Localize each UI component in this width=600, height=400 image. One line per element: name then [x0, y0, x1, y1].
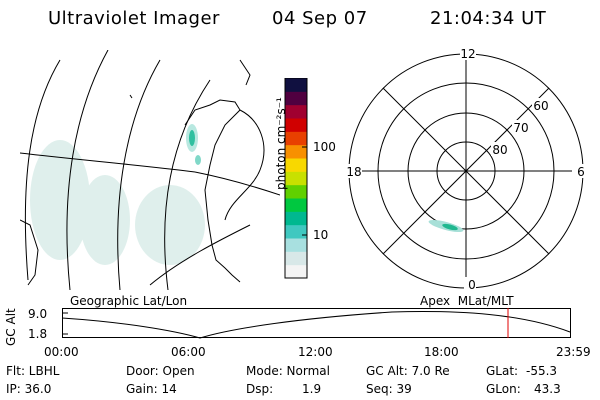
ip-status: IP: 36.0	[6, 382, 52, 396]
mlt-label-dusk: 18	[346, 165, 361, 179]
altitude-ylabel: GC Alt	[4, 308, 18, 346]
lat-label-60: 60	[533, 99, 548, 113]
colorbar-segment	[285, 171, 307, 186]
colorbar-unit-label: photon cm⁻²s⁻¹	[274, 97, 288, 190]
colorbar-segment	[285, 251, 307, 266]
altitude-ytick-min: 1.8	[28, 327, 48, 341]
colorbar-segment	[285, 131, 307, 146]
observation-date: 04 Sep 07	[272, 8, 368, 29]
mlt-label-dawn: 6	[577, 165, 585, 179]
colorbar-segment	[285, 144, 307, 159]
dsp-value: 1.9	[302, 382, 322, 396]
colorbar-gradient	[285, 78, 307, 279]
lat-label-70: 70	[513, 121, 528, 135]
polar-plot: 12 18 6 0 60 70 80	[342, 46, 586, 292]
colorbar-segment	[285, 118, 307, 132]
colorbar-segment	[285, 211, 307, 226]
polar-grid	[348, 53, 584, 289]
colorbar-tick-10: 10	[313, 228, 329, 242]
time-tick-1800: 18:00	[424, 345, 459, 359]
lat-label-80: 80	[492, 143, 507, 157]
gc-alt-status: GC Alt: 7.0 Re	[366, 364, 450, 378]
geographic-label: Geographic Lat/Lon	[70, 294, 188, 308]
mlt-label-midnight: 0	[468, 278, 476, 292]
observation-time: 21:04:34 UT	[430, 8, 547, 29]
colorbar-segment	[285, 238, 307, 252]
dsp-label: Dsp:	[246, 382, 274, 396]
polar-aurora-spot	[428, 219, 464, 233]
latitude-lines	[20, 152, 280, 286]
colorbar-segment	[285, 104, 307, 119]
time-tick-1200: 12:00	[298, 345, 333, 359]
door-status: Door: Open	[126, 364, 195, 378]
glon-label: GLon:	[486, 382, 521, 396]
instrument-title: Ultraviolet Imager	[48, 8, 220, 29]
colorbar-segment	[285, 264, 307, 279]
colorbar	[284, 78, 308, 279]
altitude-plot	[62, 308, 571, 339]
time-tick-0600: 06:00	[171, 345, 206, 359]
mlt-label-noon: 12	[460, 47, 475, 61]
filter-status: Flt: LBHL	[6, 364, 60, 378]
altitude-plot-frame	[62, 308, 571, 338]
colorbar-segment	[285, 224, 307, 239]
colorbar-segment	[285, 91, 307, 106]
altitude-ytick-max: 9.0	[28, 307, 48, 321]
seq-status: Seq: 39	[366, 382, 412, 396]
aurora-spot	[186, 124, 201, 165]
mode-status: Mode: Normal	[246, 364, 330, 378]
geographic-map	[20, 50, 280, 290]
coastline	[20, 59, 265, 286]
glat-label: GLat:	[486, 364, 519, 378]
apex-label: Apex MLat/MLT	[420, 294, 514, 308]
glat-value: -55.3	[526, 364, 558, 378]
colorbar-segment	[285, 184, 307, 199]
gain-status: Gain: 14	[126, 382, 177, 396]
time-tick-2359: 23:59	[556, 345, 591, 359]
colorbar-segment	[285, 158, 307, 172]
glon-value: 43.3	[534, 382, 561, 396]
colorbar-segment	[285, 198, 307, 212]
colorbar-segment	[285, 78, 307, 92]
time-tick-0000: 00:00	[44, 345, 79, 359]
altitude-curve	[62, 311, 571, 339]
colorbar-tick-100: 100	[313, 140, 336, 154]
